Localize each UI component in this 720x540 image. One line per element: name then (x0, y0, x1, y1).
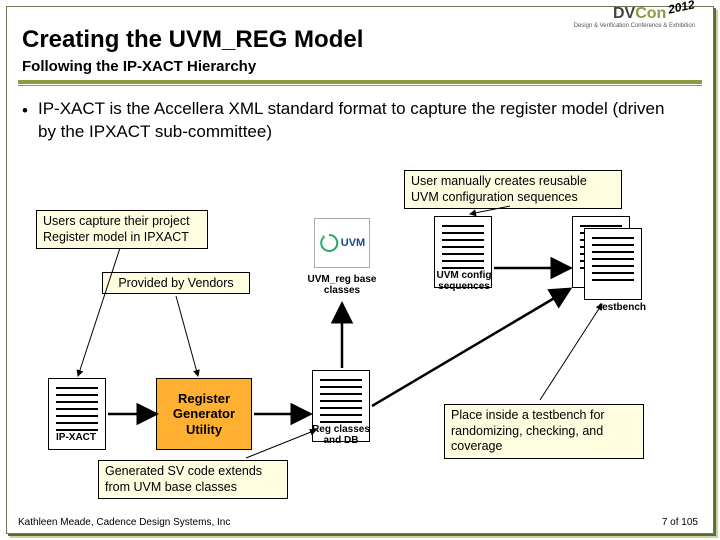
logo-tagline: Design & Verification Conference & Exhib… (574, 23, 695, 29)
doc-label-reg-classes: Reg classes and DB (306, 424, 376, 446)
logo-area: DVCon2012 Design & Verification Conferen… (574, 5, 695, 29)
page-subtitle: Following the IP-XACT Hierarchy (22, 58, 256, 75)
divider-thick (18, 80, 702, 84)
note-user-manual: User manually creates reusable UVM confi… (404, 170, 622, 209)
note-place-inside: Place inside a testbench for randomizing… (444, 404, 644, 459)
doc-testbench-2 (584, 228, 642, 300)
uvm-logo: UVM (314, 218, 370, 268)
footer-author: Kathleen Meade, Cadence Design Systems, … (18, 517, 230, 528)
doc-label-uvm-reg: UVM_reg base classes (300, 274, 384, 296)
page-title: Creating the UVM_REG Model (22, 26, 363, 54)
note-provided-vendors: Provided by Vendors (102, 272, 250, 294)
doc-label-ipxact: IP-XACT (44, 432, 108, 443)
logo-year: 2012 (667, 0, 696, 17)
logo-con: Con (635, 5, 666, 22)
footer-page: 7 of 105 (662, 517, 698, 528)
register-generator-utility: Register Generator Utility (156, 378, 252, 450)
doc-label-uvm-config: UVM config sequences (426, 270, 502, 292)
bullet-dot: • (22, 100, 28, 123)
note-users-capture: Users capture their project Register mod… (36, 210, 208, 249)
divider-thin (18, 85, 702, 86)
dvcon-logo: DVCon2012 (574, 5, 695, 23)
uvm-logo-text: UVM (341, 237, 365, 249)
doc-label-testbench: testbench (574, 302, 646, 313)
logo-dv: DV (613, 5, 635, 22)
note-generated: Generated SV code extends from UVM base … (98, 460, 288, 499)
bullet-content: IP-XACT is the Accellera XML standard fo… (38, 99, 664, 141)
bullet-text: • IP-XACT is the Accellera XML standard … (38, 98, 678, 144)
